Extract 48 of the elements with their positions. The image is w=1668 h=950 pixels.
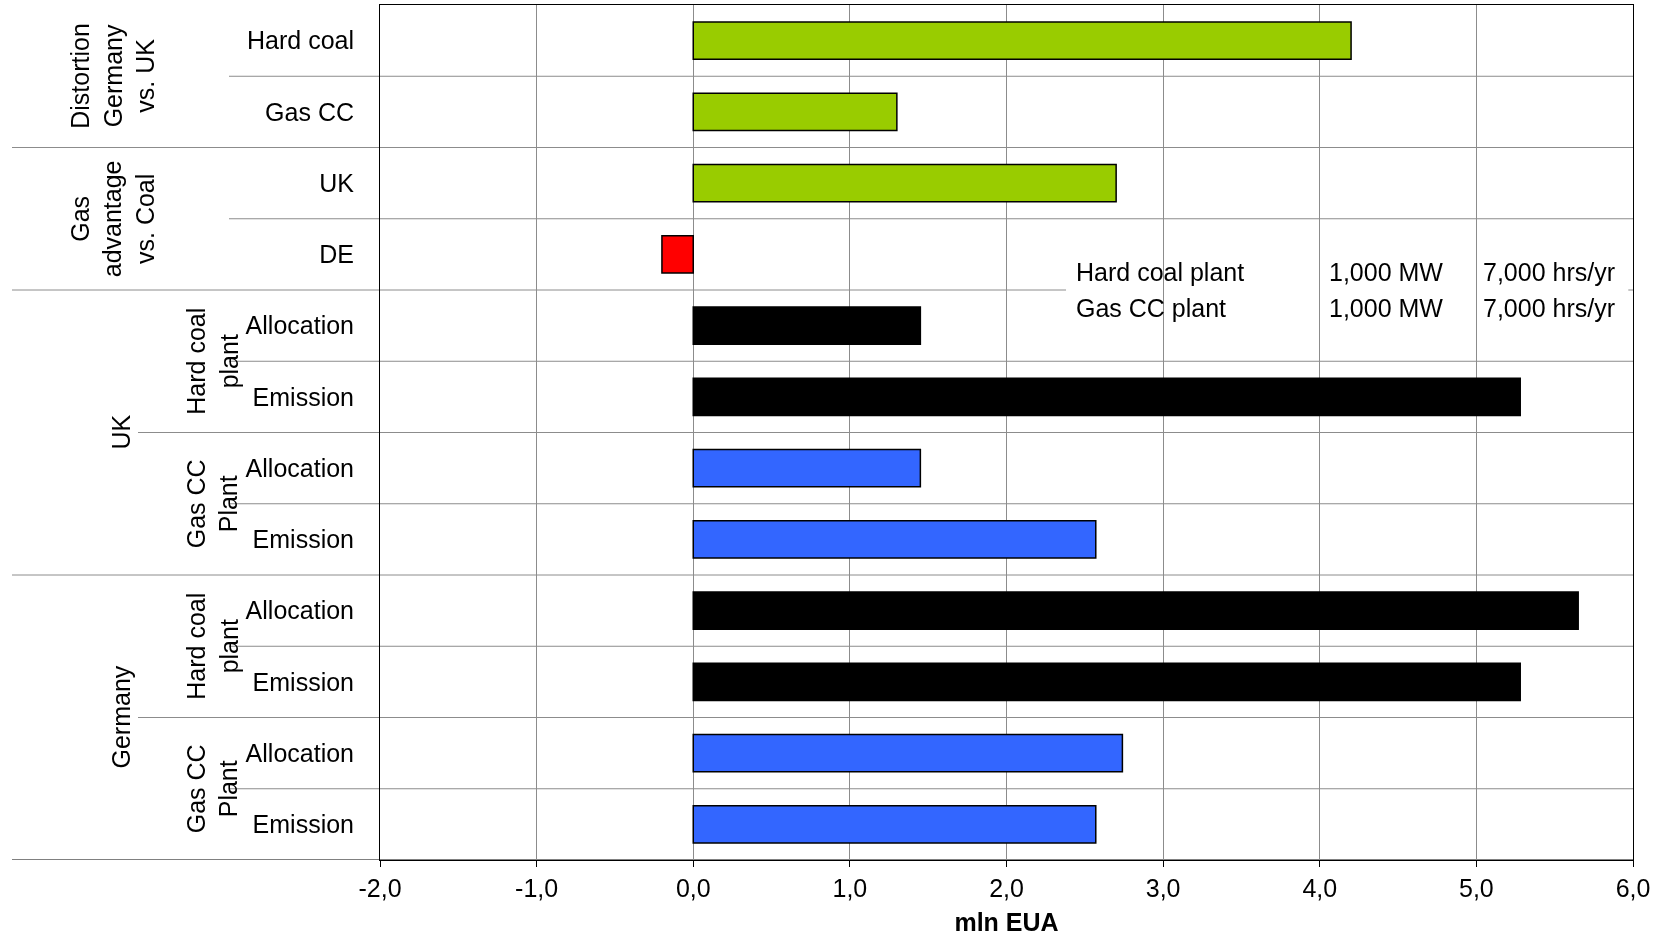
y-tick-label: Emission <box>252 810 354 839</box>
x-tick-label: 0,0 <box>675 874 711 902</box>
y-tick-label: DE <box>319 240 354 269</box>
annotation: 7,000 hrs/yr <box>1483 258 1616 286</box>
y-tick-label: Allocation <box>245 738 354 767</box>
bar <box>692 306 922 345</box>
bar <box>692 92 898 132</box>
text: Distortion Germany vs. UK <box>66 23 160 129</box>
bar <box>692 448 922 488</box>
x-tick-label: 6,0 <box>1615 874 1651 902</box>
y-tick-label: Emission <box>252 667 354 696</box>
annotation: Gas CC plant <box>1076 294 1227 322</box>
x-tick-label: 1,0 <box>832 874 868 902</box>
x-tick-label: 3,0 <box>1145 874 1181 902</box>
bar <box>692 520 1097 559</box>
y-tick-label: Emission <box>252 525 354 554</box>
bar <box>692 733 1124 773</box>
y-tick-label: Gas CC <box>265 97 354 126</box>
bar <box>692 163 1117 203</box>
annotation: 1,000 MW <box>1329 294 1444 322</box>
annotation: Hard coal plant <box>1076 258 1245 286</box>
text: Gas advantage vs. Coal <box>65 160 159 278</box>
bar <box>692 377 1521 417</box>
x-tick-label: 4,0 <box>1302 874 1338 902</box>
y-tick-label: UK <box>319 168 355 197</box>
text: Hard coal plant <box>182 307 243 415</box>
annotation: 7,000 hrs/yr <box>1483 294 1616 322</box>
x-tick-label: -1,0 <box>515 874 559 902</box>
y-tick-label: Allocation <box>245 311 354 340</box>
text: UK <box>106 414 135 450</box>
text: Gas CC Plant <box>181 744 243 834</box>
bar <box>692 21 1352 60</box>
y-tick-label: Emission <box>252 382 354 411</box>
bar <box>692 805 1097 844</box>
x-tick-label: 2,0 <box>989 874 1024 902</box>
text: Germany <box>106 665 135 769</box>
text: Gas CC Plant <box>181 459 243 549</box>
text: Hard coal plant <box>182 592 243 700</box>
bar <box>661 235 694 274</box>
annotation: 1,000 MW <box>1329 258 1444 286</box>
y-tick-label: Allocation <box>245 596 354 625</box>
bar <box>692 662 1521 702</box>
x-tick-label: 5,0 <box>1459 874 1494 902</box>
x-axis-title: mln EUA <box>954 908 1059 936</box>
y-tick-label: Hard coal <box>247 26 354 55</box>
y-tick-label: Allocation <box>245 453 354 482</box>
bar <box>692 591 1579 630</box>
x-tick-label: -2,0 <box>358 874 402 902</box>
